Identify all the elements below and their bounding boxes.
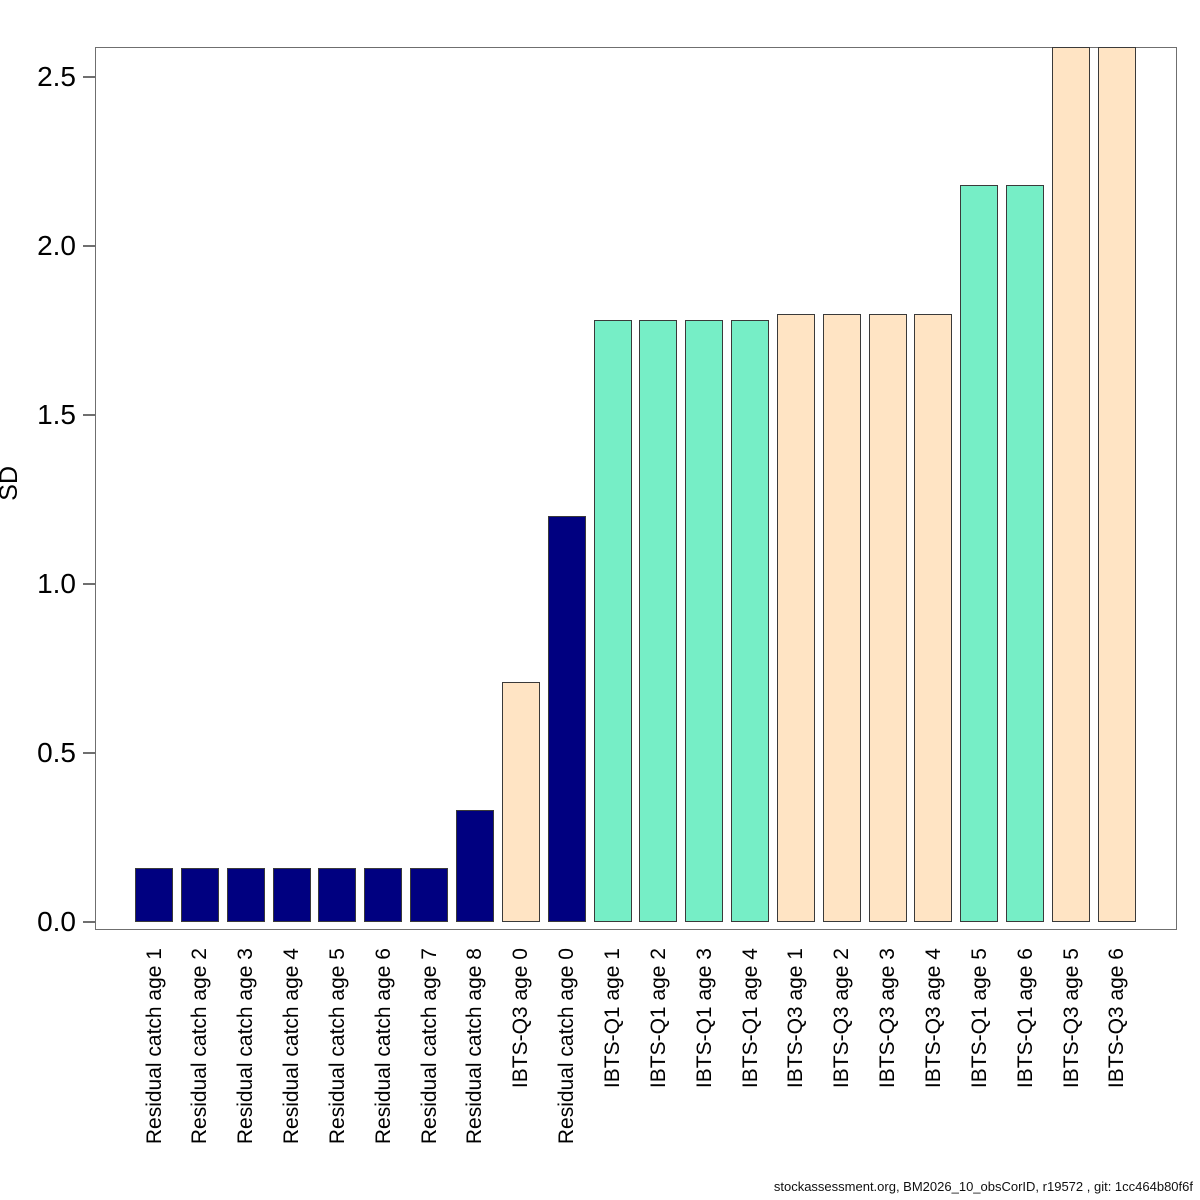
bar-ibts-q1-age-6 — [1006, 185, 1045, 922]
x-tick-label: IBTS-Q1 age 2 — [646, 948, 670, 1089]
x-tick-label: IBTS-Q1 age 6 — [1013, 948, 1037, 1089]
y-tick-mark — [83, 414, 95, 416]
x-tick-label: Residual catch age 3 — [234, 948, 258, 1145]
x-tick-label: IBTS-Q1 age 1 — [601, 948, 624, 1089]
x-tick-label: IBTS-Q3 age 2 — [830, 948, 854, 1089]
x-tick-label: Residual catch age 2 — [188, 948, 212, 1145]
bar-ibts-q1-age-4 — [731, 320, 770, 922]
bar-ibts-q3-age-5 — [1052, 46, 1090, 922]
bar-ibts-q1-age-5 — [960, 185, 999, 922]
y-tick-mark — [83, 76, 95, 78]
bar-ibts-q3-age-0 — [501, 682, 540, 922]
y-tick-mark — [83, 245, 95, 247]
x-tick-label: IBTS-Q3 age 1 — [784, 948, 808, 1089]
x-tick-label: IBTS-Q3 age 0 — [509, 948, 533, 1089]
x-tick-label: Residual catch age 0 — [555, 948, 579, 1145]
bar-residual-catch-age-5 — [318, 867, 357, 922]
y-tick-mark — [83, 921, 95, 923]
y-tick-label: 1.5 — [37, 399, 76, 430]
x-tick-label: IBTS-Q1 age 4 — [738, 948, 762, 1089]
x-tick-label: Residual catch age 5 — [325, 948, 349, 1145]
footer-note: stockassessment.org, BM2026_10_obsCorID,… — [773, 1179, 1193, 1194]
bar-residual-catch-age-0 — [547, 516, 586, 922]
bar-residual-catch-age-4 — [272, 867, 311, 922]
bar-ibts-q3-age-1 — [776, 313, 815, 922]
y-tick-label: 0.5 — [37, 737, 76, 768]
y-tick-label: 2.0 — [37, 230, 76, 261]
x-tick-label: Residual catch age 8 — [463, 948, 487, 1145]
y-tick-mark — [83, 583, 95, 585]
y-axis-title: SD — [0, 466, 23, 501]
bar-residual-catch-age-7 — [410, 867, 449, 922]
x-tick-label: IBTS-Q1 age 5 — [967, 948, 991, 1089]
bar-residual-catch-age-1 — [135, 867, 173, 922]
bar-ibts-q3-age-2 — [822, 313, 861, 922]
x-tick-label: IBTS-Q3 age 5 — [1059, 948, 1083, 1089]
y-tick-label: 0.0 — [37, 906, 76, 937]
x-tick-label: IBTS-Q3 age 3 — [876, 948, 900, 1089]
bar-residual-catch-age-8 — [455, 810, 494, 922]
y-tick-mark — [83, 752, 95, 754]
x-tick-label: IBTS-Q1 age 3 — [692, 948, 716, 1089]
x-tick-label: IBTS-Q3 age 6 — [1105, 948, 1129, 1089]
x-tick-label: IBTS-Q3 age 4 — [921, 948, 945, 1089]
bar-residual-catch-age-3 — [226, 867, 265, 922]
bar-residual-catch-age-6 — [364, 867, 403, 922]
bar-ibts-q1-age-3 — [685, 320, 724, 922]
bar-ibts-q1-age-2 — [639, 320, 678, 922]
bar-ibts-q3-age-3 — [868, 313, 907, 922]
bar-ibts-q1-age-1 — [593, 320, 632, 922]
bar-residual-catch-age-2 — [180, 867, 219, 922]
x-tick-label: Residual catch age 4 — [280, 948, 304, 1145]
y-tick-label: 2.5 — [37, 61, 76, 92]
bar-ibts-q3-age-6 — [1097, 46, 1136, 922]
x-tick-label: Residual catch age 7 — [417, 948, 441, 1145]
x-tick-label: Residual catch age 6 — [371, 948, 395, 1145]
bar-ibts-q3-age-4 — [914, 313, 953, 922]
y-tick-label: 1.0 — [37, 568, 76, 599]
x-tick-label: Residual catch age 1 — [142, 948, 166, 1145]
